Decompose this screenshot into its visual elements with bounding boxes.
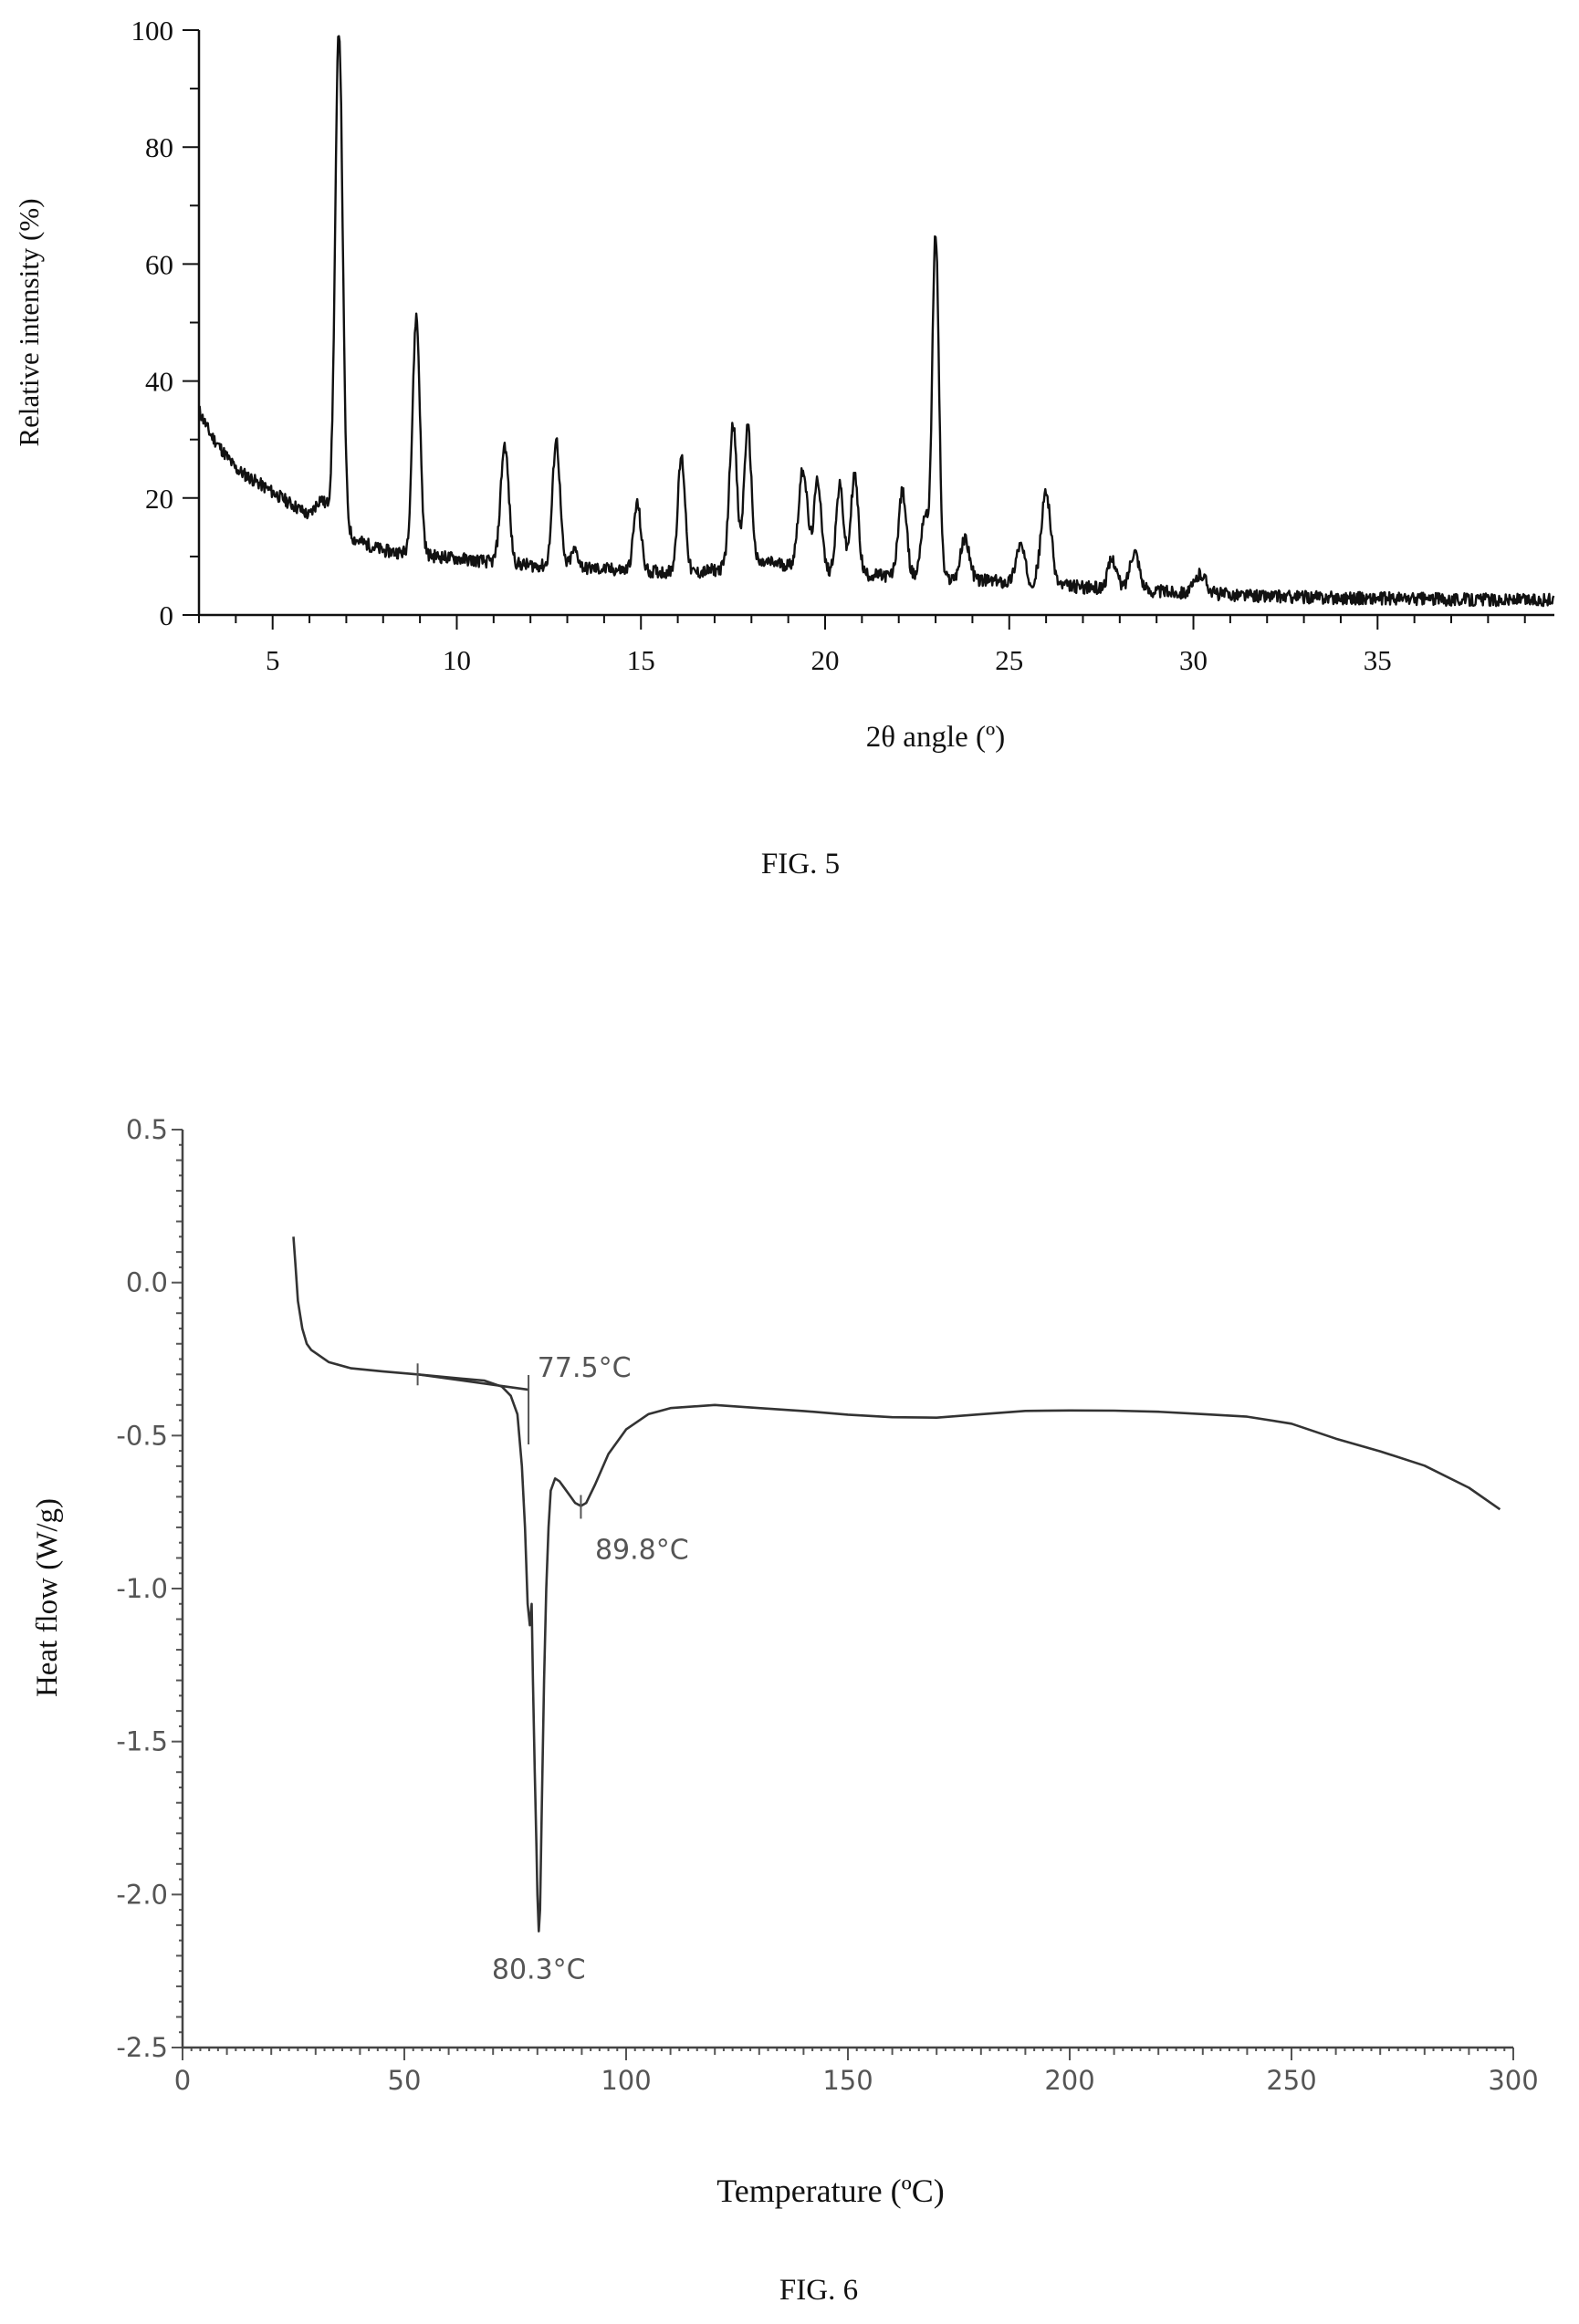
xrpd-x-tick-label: 30 (1179, 644, 1208, 676)
xrpd-y-tick-label: 20 (145, 483, 173, 515)
xrpd-y-ticks: 0 20 40 60 80 100 (131, 15, 199, 631)
xrpd-y-tick-label: 60 (145, 248, 173, 280)
xrpd-axes (197, 30, 1554, 617)
dsc-y-ticks: -2.5 -2.0 -1.5 -1.0 -0.5 0.0 0.5 (116, 1114, 183, 2063)
fig5-caption: FIG. 5 (761, 848, 840, 881)
xrpd-x-tick-label: 15 (627, 644, 655, 676)
xrpd-pattern-line (197, 35, 1555, 608)
dsc-heat-flow-line (292, 1236, 1501, 1933)
xrpd-y-tick-label: 40 (145, 366, 173, 398)
dsc-x-tick-label: 250 (1266, 2065, 1316, 2096)
fig6-caption: FIG. 6 (779, 2274, 858, 2307)
dsc-y-tick-label: -2.0 (116, 1879, 168, 1910)
xrpd-x-ticks: 5 10 15 20 25 30 35 (198, 615, 1526, 676)
xrpd-x-tick-label: 25 (995, 644, 1023, 676)
dsc-y-tick-label: -2.5 (116, 2032, 168, 2063)
xrpd-y-tick-label: 80 (145, 131, 173, 163)
xrpd-y-tick-label: 100 (131, 15, 174, 47)
dsc-onset-tangent-line (417, 1372, 529, 1391)
dsc-x-tick-label: 300 (1488, 2065, 1538, 2096)
dsc-x-tick-label: 50 (388, 2065, 422, 2096)
dsc-y-tick-label: -1.0 (116, 1573, 168, 1604)
dsc-y-tick-label: 0.5 (126, 1114, 168, 1145)
xrpd-y-tick-label: 0 (160, 599, 174, 631)
dsc-x-tick-label: 100 (601, 2065, 651, 2096)
dsc-x-tick-label: 0 (174, 2065, 191, 2096)
dsc-x-tick-label: 150 (822, 2065, 873, 2096)
dsc-x-ticks: 0 50 100 150 200 250 300 (174, 2048, 1539, 2096)
dsc-y-axis-label: Heat flow (W/g) (31, 1498, 64, 1697)
dsc-y-tick-label: -0.5 (116, 1420, 168, 1451)
dsc-x-axis-label: Temperature (ºC) (716, 2173, 945, 2209)
dsc-chart: -2.5 -2.0 -1.5 -1.0 -0.5 0.0 0.5 0 50 100 150 200 2… (31, 1114, 1539, 2307)
xrpd-x-axis-label: 2θ angle (º) (866, 721, 1005, 754)
dsc-second-peak-annotation: 89.8°C (595, 1534, 689, 1566)
dsc-y-tick-label: -1.5 (116, 1726, 168, 1757)
xrpd-y-axis-label: Relative intensity (%) (13, 198, 45, 446)
xrpd-chart: 0 20 40 60 80 100 5 10 15 20 25 30 35 Relative inte… (13, 15, 1555, 881)
dsc-marker-ticks (416, 1363, 582, 1519)
dsc-onset-annotation: 77.5°C (538, 1352, 632, 1384)
xrpd-x-tick-label: 20 (811, 644, 840, 676)
dsc-y-tick-label: 0.0 (126, 1267, 168, 1298)
dsc-axes (181, 1130, 1513, 2049)
dsc-x-tick-label: 200 (1044, 2065, 1094, 2096)
xrpd-x-tick-label: 5 (266, 644, 280, 676)
dsc-main-peak-annotation: 80.3°C (492, 1954, 586, 1986)
xrpd-x-tick-label: 35 (1364, 644, 1392, 676)
xrpd-x-tick-label: 10 (443, 644, 471, 676)
